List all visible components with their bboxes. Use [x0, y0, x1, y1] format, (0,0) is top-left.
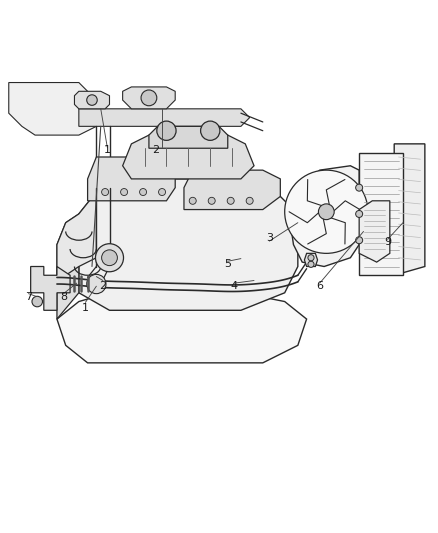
Text: 4: 4	[231, 281, 238, 291]
Polygon shape	[57, 293, 307, 363]
Circle shape	[356, 184, 363, 191]
Text: 5: 5	[224, 260, 231, 269]
Circle shape	[246, 197, 253, 204]
Circle shape	[120, 189, 127, 196]
Polygon shape	[394, 144, 425, 275]
Polygon shape	[359, 201, 390, 262]
Circle shape	[87, 95, 97, 106]
Text: 9: 9	[384, 237, 391, 247]
Circle shape	[356, 211, 363, 217]
Polygon shape	[304, 253, 318, 266]
Text: 2: 2	[152, 146, 159, 156]
Circle shape	[157, 121, 176, 140]
Text: 6: 6	[316, 281, 323, 291]
Circle shape	[95, 244, 124, 272]
Text: 7: 7	[25, 292, 32, 302]
Polygon shape	[74, 91, 110, 109]
Circle shape	[201, 121, 220, 140]
Polygon shape	[359, 152, 403, 275]
Polygon shape	[79, 179, 298, 310]
Circle shape	[227, 197, 234, 204]
Polygon shape	[88, 157, 175, 201]
Polygon shape	[184, 170, 280, 209]
Circle shape	[140, 189, 147, 196]
Circle shape	[87, 274, 106, 294]
Polygon shape	[123, 135, 254, 179]
Circle shape	[308, 255, 314, 261]
Text: 8: 8	[60, 292, 67, 302]
Circle shape	[318, 204, 334, 220]
Polygon shape	[9, 83, 96, 135]
Polygon shape	[57, 192, 96, 288]
Text: 1: 1	[82, 303, 89, 313]
Circle shape	[285, 170, 368, 253]
Polygon shape	[31, 266, 70, 310]
Text: 2: 2	[99, 281, 106, 291]
Polygon shape	[149, 126, 228, 148]
Text: 3: 3	[266, 233, 273, 243]
Circle shape	[102, 189, 109, 196]
Circle shape	[141, 90, 157, 106]
Circle shape	[308, 261, 314, 268]
Polygon shape	[289, 166, 359, 266]
Circle shape	[32, 296, 42, 307]
Circle shape	[208, 197, 215, 204]
Circle shape	[102, 250, 117, 265]
Polygon shape	[123, 87, 175, 109]
Text: 1: 1	[104, 146, 111, 156]
Polygon shape	[57, 214, 79, 319]
Polygon shape	[79, 109, 250, 126]
Circle shape	[356, 237, 363, 244]
Circle shape	[189, 197, 196, 204]
Circle shape	[159, 189, 166, 196]
